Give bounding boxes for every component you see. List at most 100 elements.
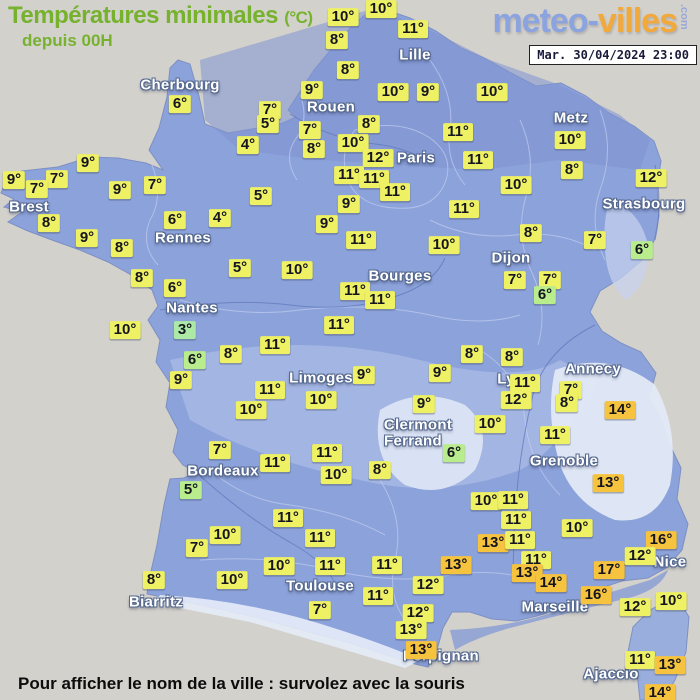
temp-label[interactable]: 11° [372,556,402,574]
temp-label[interactable]: 10° [365,0,397,18]
temp-label[interactable]: 10° [209,526,241,544]
temp-label[interactable]: 7° [143,176,167,194]
temp-label[interactable]: 10° [337,134,369,152]
temp-label[interactable]: 11° [625,651,655,669]
temp-label[interactable]: 3° [173,321,197,339]
temp-label[interactable]: 7° [45,170,69,188]
temp-label[interactable]: 10° [474,415,506,433]
temp-label[interactable]: 10° [377,83,409,101]
temp-label[interactable]: 6° [630,241,654,259]
temp-label[interactable]: 13° [405,641,437,659]
temp-label[interactable]: 11° [324,316,354,334]
temp-label[interactable]: 8° [219,345,243,363]
temp-label[interactable]: 13° [477,534,509,552]
temp-label[interactable]: 10° [554,131,586,149]
temp-label[interactable]: 6° [168,95,192,113]
temp-label[interactable]: 8° [110,239,134,257]
temp-label[interactable]: 10° [561,519,593,537]
temp-label[interactable]: 10° [476,83,508,101]
temp-label[interactable]: 11° [340,282,370,300]
temp-label[interactable]: 13° [592,474,624,492]
temp-label[interactable]: 9° [337,195,361,213]
temp-label[interactable]: 6° [533,286,557,304]
temp-label[interactable]: 11° [365,291,395,309]
temp-label[interactable]: 9° [169,371,193,389]
temp-label[interactable]: 12° [362,149,394,167]
temp-label[interactable]: 14° [644,684,676,700]
temp-label[interactable]: 11° [463,151,493,169]
temp-label[interactable]: 11° [498,491,528,509]
temp-label[interactable]: 5° [179,481,203,499]
temp-label[interactable]: 12° [402,604,434,622]
temp-label[interactable]: 8° [560,161,584,179]
temp-label[interactable]: 7° [298,121,322,139]
temp-label[interactable]: 9° [428,364,452,382]
temp-label[interactable]: 7° [583,231,607,249]
temp-label[interactable]: 7° [258,101,282,119]
temp-label[interactable]: 7° [208,441,232,459]
temp-label[interactable]: 16° [645,531,677,549]
temp-label[interactable]: 7° [308,601,332,619]
temp-label[interactable]: 11° [449,200,479,218]
temp-label[interactable]: 11° [334,166,364,184]
temp-label[interactable]: 10° [470,492,502,510]
temp-label[interactable]: 8° [357,115,381,133]
temp-label[interactable]: 11° [305,529,335,547]
temp-label[interactable]: 11° [540,426,570,444]
temp-label[interactable]: 9° [352,366,376,384]
temp-label[interactable]: 9° [300,81,324,99]
temp-label[interactable]: 11° [255,381,285,399]
temp-label[interactable]: 8° [336,61,360,79]
temp-label[interactable]: 10° [428,236,460,254]
temp-label[interactable]: 11° [380,183,410,201]
temp-label[interactable]: 8° [37,214,61,232]
temp-label[interactable]: 10° [327,8,359,26]
temp-label[interactable]: 9° [76,154,100,172]
temp-label[interactable]: 5° [249,187,273,205]
temp-label[interactable]: 14° [604,401,636,419]
temp-label[interactable]: 16° [580,586,612,604]
temp-label[interactable]: 11° [273,509,303,527]
temp-label[interactable]: 8° [500,348,524,366]
temp-label[interactable]: 10° [305,391,337,409]
temp-label[interactable]: 12° [619,598,651,616]
temp-label[interactable]: 11° [501,511,531,529]
temp-label[interactable]: 5° [228,259,252,277]
temp-label[interactable]: 8° [460,345,484,363]
temp-label[interactable]: 11° [315,557,345,575]
temp-label[interactable]: 8° [325,31,349,49]
temp-label[interactable]: 10° [655,592,687,610]
temp-label[interactable]: 8° [519,224,543,242]
temp-label[interactable]: 10° [500,176,532,194]
temp-label[interactable]: 11° [363,587,393,605]
temp-label[interactable]: 4° [236,136,260,154]
temp-label[interactable]: 12° [500,391,532,409]
temp-label[interactable]: 11° [443,123,473,141]
temp-label[interactable]: 13° [395,621,427,639]
temp-label[interactable]: 11° [346,231,376,249]
temp-label[interactable]: 11° [398,20,428,38]
temp-label[interactable]: 9° [315,215,339,233]
temp-label[interactable]: 7° [538,271,562,289]
temp-label[interactable]: 10° [263,557,295,575]
temp-label[interactable]: 8° [130,269,154,287]
temp-label[interactable]: 8° [368,461,392,479]
temp-label[interactable]: 8° [555,394,579,412]
temp-label[interactable]: 13° [654,656,686,674]
temp-label[interactable]: 4° [208,209,232,227]
temp-label[interactable]: 11° [505,531,535,549]
temp-label[interactable]: 7° [185,539,209,557]
temp-label[interactable]: 8° [142,571,166,589]
temp-label[interactable]: 11° [312,444,342,462]
temp-label[interactable]: 7° [25,180,49,198]
temp-label[interactable]: 9° [2,171,26,189]
temp-label[interactable]: 11° [260,336,290,354]
temp-label[interactable]: 9° [108,181,132,199]
temp-label[interactable]: 7° [503,271,527,289]
temp-label[interactable]: 9° [416,83,440,101]
temp-label[interactable]: 11° [260,454,290,472]
temp-label[interactable]: 5° [256,115,280,133]
temp-label[interactable]: 8° [302,140,326,158]
temp-label[interactable]: 9° [75,229,99,247]
temp-label[interactable]: 9° [412,395,436,413]
